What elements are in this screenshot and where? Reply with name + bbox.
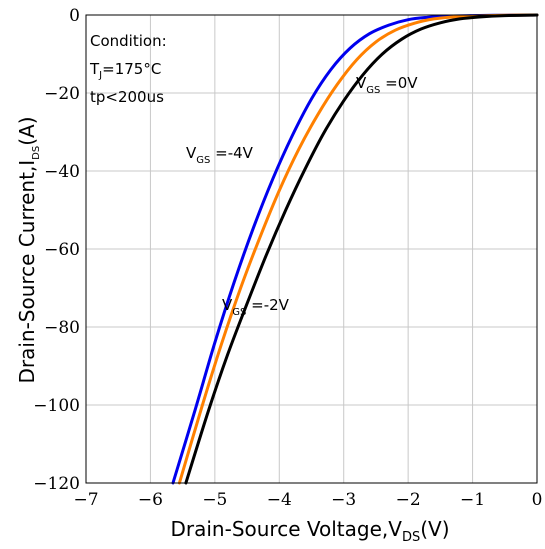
x-tick-label: −6 bbox=[138, 490, 163, 510]
y-tick-label: −100 bbox=[33, 396, 80, 416]
series-line-vgs-2v bbox=[177, 13, 539, 485]
x-tick-label: −7 bbox=[73, 490, 98, 510]
plot-frame bbox=[85, 14, 538, 484]
curve-label-vgs-m2-sub: GS bbox=[232, 307, 246, 318]
y-tick-label: −120 bbox=[33, 474, 80, 494]
y-axis-title: Drain-Source Current,IDS(A) bbox=[15, 116, 42, 383]
curve-label-vgs-0: VGS =0V bbox=[356, 74, 418, 96]
y-tick-label: 0 bbox=[69, 6, 80, 26]
curve-label-vgs-m2: VGS =-2V bbox=[222, 296, 290, 318]
x-tick-label: −4 bbox=[267, 490, 292, 510]
conditions-tj-rest: =175°C bbox=[102, 60, 161, 78]
conditions-tj-sub: J bbox=[98, 70, 102, 81]
curve-label-vgs-0-rest: =0V bbox=[380, 74, 418, 92]
curve-label-vgs-0-sub: GS bbox=[366, 85, 380, 96]
y-axis-title-sub: DS bbox=[31, 146, 42, 160]
series-line-vgs-0v bbox=[184, 13, 539, 485]
y-tick-label: −20 bbox=[44, 84, 80, 104]
y-tick-label: −60 bbox=[44, 240, 80, 260]
curve-label-vgs-0-main: V bbox=[356, 74, 367, 92]
x-axis-title-unit: (V) bbox=[420, 517, 449, 541]
conditions-title: Condition: bbox=[90, 32, 167, 50]
curve-label-vgs-m4: VGS =-4V bbox=[186, 144, 254, 166]
y-axis-title-unit: (A) bbox=[15, 116, 39, 145]
curve-layer bbox=[171, 13, 539, 485]
conditions-tj-main: T bbox=[89, 60, 100, 78]
curve-label-vgs-m4-sub: GS bbox=[196, 155, 210, 166]
x-tick-label: −3 bbox=[331, 490, 356, 510]
curve-label-vgs-m2-main: V bbox=[222, 296, 233, 314]
y-tick-label: −80 bbox=[44, 318, 80, 338]
x-axis-title-sub: DS bbox=[402, 530, 420, 545]
curve-label-vgs-m4-rest: =-4V bbox=[210, 144, 253, 162]
x-tick-label: −5 bbox=[202, 490, 227, 510]
x-axis-title-main: Drain-Source Voltage,V bbox=[171, 517, 403, 541]
x-axis-title: Drain-Source Voltage,VDS(V) bbox=[171, 517, 450, 545]
conditions-tp: tp<200us bbox=[90, 88, 164, 106]
x-tick-label: 0 bbox=[532, 490, 543, 510]
x-tick-label: −2 bbox=[396, 490, 421, 510]
conditions-tj: TJ=175°C bbox=[89, 60, 161, 81]
curve-label-vgs-m2-rest: =-2V bbox=[246, 296, 289, 314]
y-tick-label: −40 bbox=[44, 162, 80, 182]
grid-layer bbox=[85, 14, 538, 484]
curve-label-vgs-m4-main: V bbox=[186, 144, 197, 162]
x-tick-label: −1 bbox=[460, 490, 485, 510]
y-axis-title-main: Drain-Source Current,I bbox=[15, 160, 39, 384]
tick-layer: −7 −6 −5 −4 −3 −2 −1 00−20−40−60−80−100−120 bbox=[33, 6, 542, 510]
